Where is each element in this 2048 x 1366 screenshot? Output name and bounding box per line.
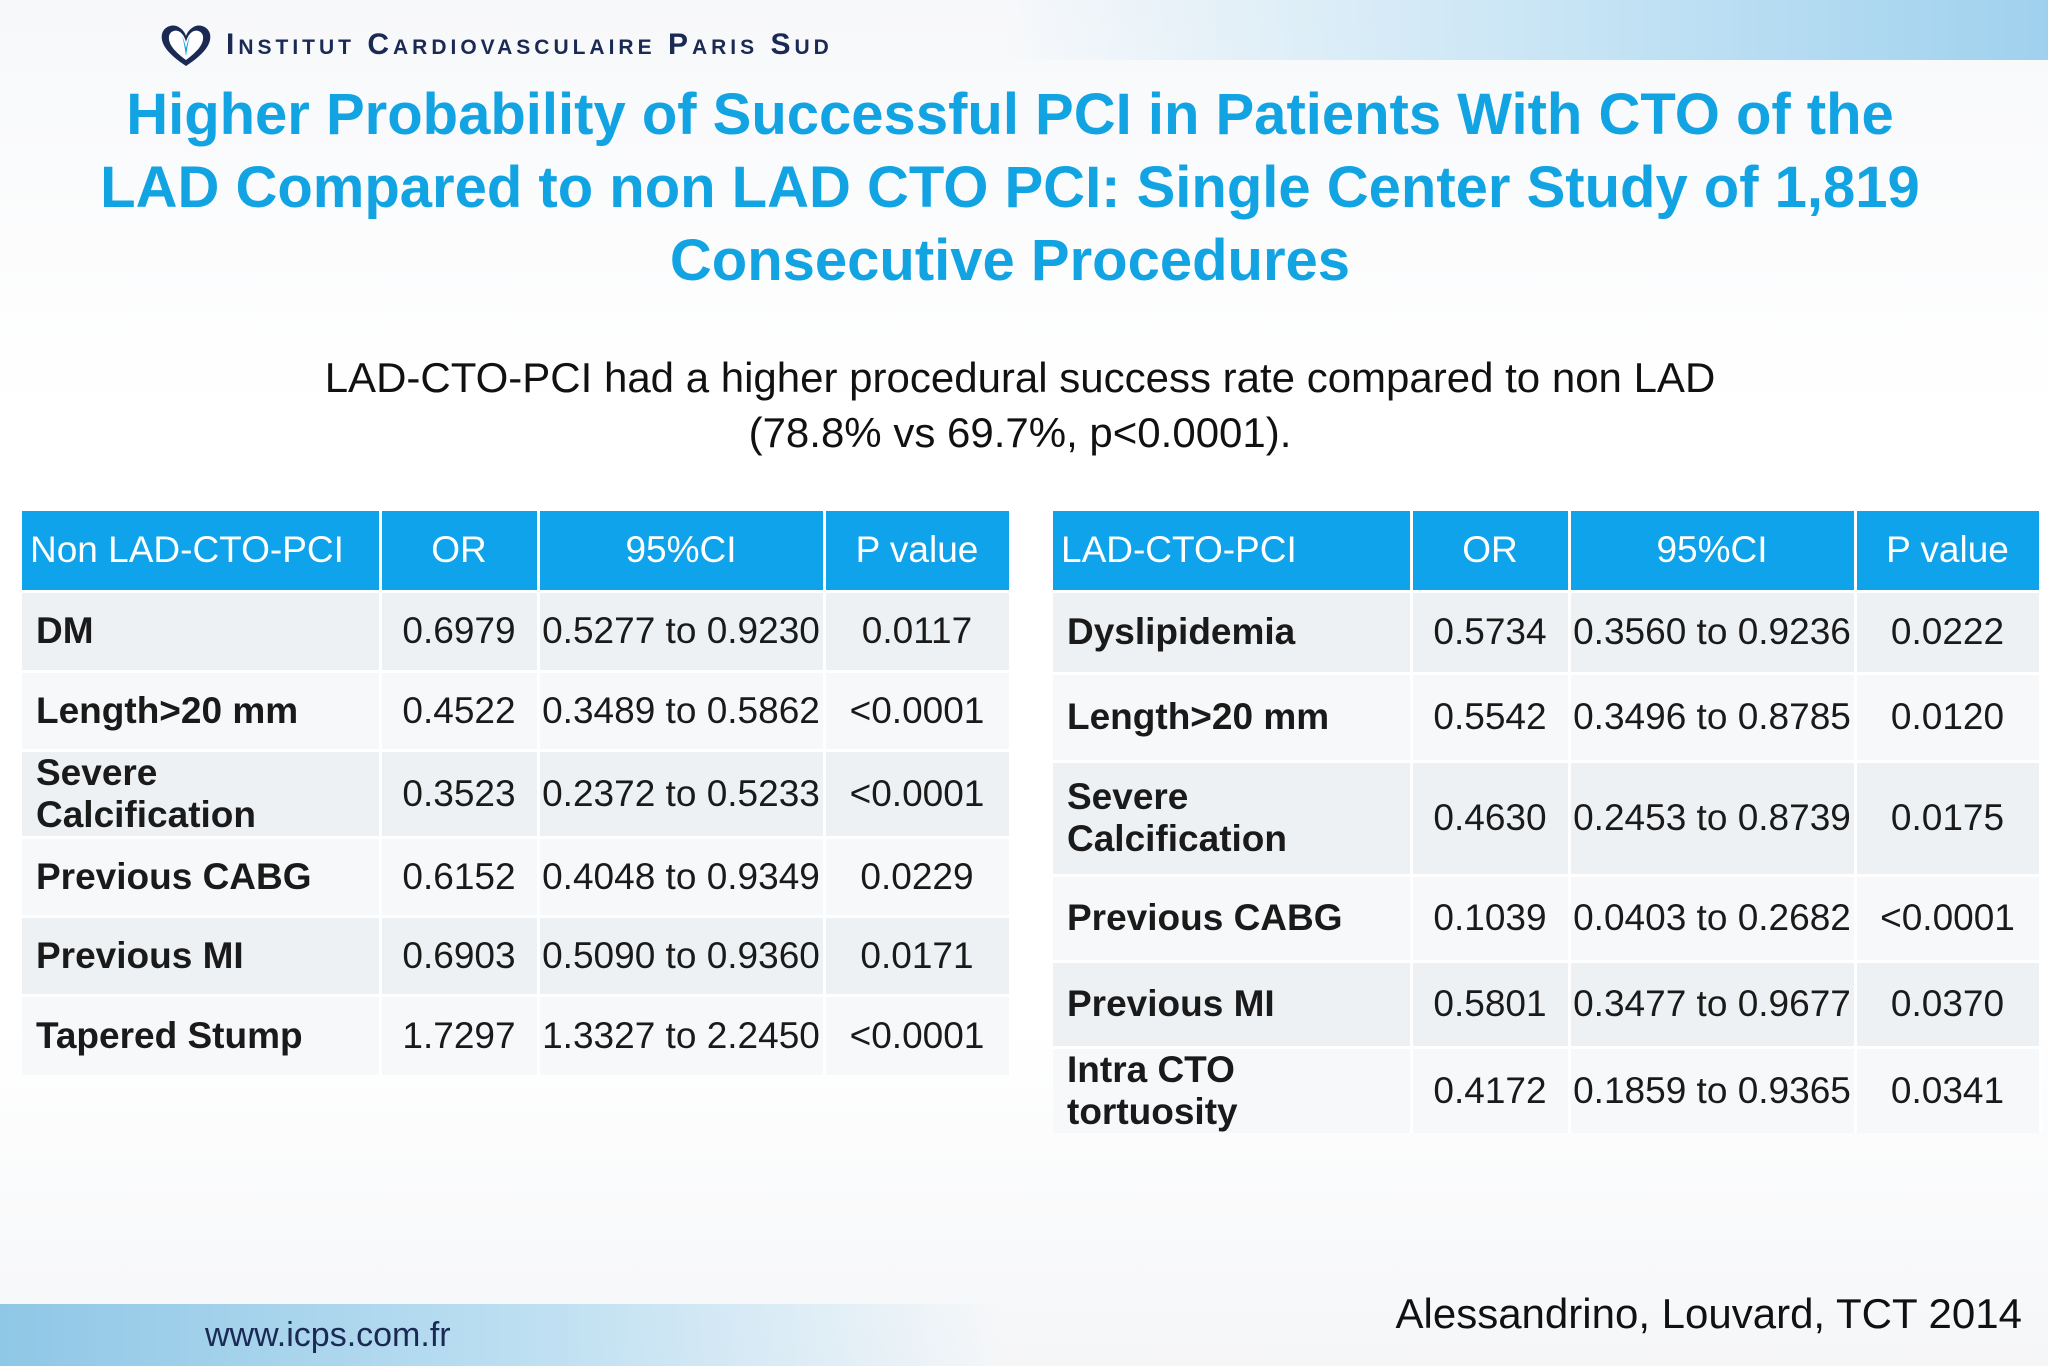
ci-cell: 0.3496 to 0.8785	[1569, 671, 1857, 761]
p-value-cell: 0.0341	[1855, 1045, 2042, 1133]
variable-cell: Tapered Stump	[22, 993, 382, 1075]
heart-logo-icon	[161, 25, 211, 66]
ci-cell: 0.0403 to 0.2682	[1569, 873, 1857, 961]
or-cell: 0.5801	[1411, 959, 1571, 1047]
p-value-cell: <0.0001	[824, 748, 1012, 837]
slide-title: Higher Probability of Successful PCI in …	[100, 82, 1920, 293]
p-value-cell: 0.0171	[824, 914, 1012, 995]
or-cell: 0.4522	[380, 669, 540, 750]
table-row: Previous MI 0.5801 0.3477 to 0.9677 0.03…	[1053, 959, 2042, 1047]
p-value-cell: <0.0001	[824, 669, 1012, 750]
table-row: Previous CABG 0.1039 0.0403 to 0.2682 <0…	[1053, 873, 2042, 961]
column-header: P value	[1855, 511, 2042, 591]
ci-cell: 0.2372 to 0.5233	[538, 748, 826, 837]
variable-cell: Intra CTO tortuosity	[1053, 1045, 1413, 1133]
variable-cell: Previous MI	[1053, 959, 1413, 1047]
top-decorative-band	[1000, 0, 2048, 60]
p-value-cell: 0.0175	[1855, 759, 2042, 875]
variable-cell: Dyslipidemia	[1053, 589, 1413, 673]
table-header-row: Non LAD-CTO-PCI OR 95%CI P value	[22, 511, 1012, 591]
p-value-cell: <0.0001	[1855, 873, 2042, 961]
table-row: Previous CABG 0.6152 0.4048 to 0.9349 0.…	[22, 835, 1012, 916]
or-cell: 0.6903	[380, 914, 540, 995]
or-cell: 0.1039	[1411, 873, 1571, 961]
table-row: Length>20 mm 0.5542 0.3496 to 0.8785 0.0…	[1053, 671, 2042, 761]
column-header: 95%CI	[538, 511, 826, 591]
variable-cell: Length>20 mm	[22, 669, 382, 750]
p-value-cell: 0.0117	[824, 589, 1012, 671]
column-header: 95%CI	[1569, 511, 1857, 591]
variable-cell: DM	[22, 589, 382, 671]
non-lad-table: Non LAD-CTO-PCI OR 95%CI P value DM 0.69…	[22, 511, 1012, 1075]
column-header: OR	[380, 511, 540, 591]
p-value-cell: 0.0370	[1855, 959, 2042, 1047]
institution-header: Institut Cardiovasculaire Paris Sud	[158, 22, 833, 68]
variable-cell: Previous CABG	[22, 835, 382, 916]
table-header-row: LAD-CTO-PCI OR 95%CI P value	[1053, 511, 2042, 591]
subtitle-line-1: LAD-CTO-PCI had a higher procedural succ…	[324, 354, 1716, 401]
ci-cell: 0.4048 to 0.9349	[538, 835, 826, 916]
column-header: LAD-CTO-PCI	[1053, 511, 1413, 591]
or-cell: 0.5734	[1411, 589, 1571, 673]
table-row: DM 0.6979 0.5277 to 0.9230 0.0117	[22, 589, 1012, 671]
ci-cell: 0.2453 to 0.8739	[1569, 759, 1857, 875]
p-value-cell: 0.0222	[1855, 589, 2042, 673]
variable-cell: Previous MI	[22, 914, 382, 995]
column-header: Non LAD-CTO-PCI	[22, 511, 382, 591]
or-cell: 0.6152	[380, 835, 540, 916]
table-row: Dyslipidemia 0.5734 0.3560 to 0.9236 0.0…	[1053, 589, 2042, 673]
table-row: Previous MI 0.6903 0.5090 to 0.9360 0.01…	[22, 914, 1012, 995]
p-value-cell: <0.0001	[824, 993, 1012, 1075]
table-row: Tapered Stump 1.7297 1.3327 to 2.2450 <0…	[22, 993, 1012, 1075]
ci-cell: 0.3477 to 0.9677	[1569, 959, 1857, 1047]
or-cell: 0.5542	[1411, 671, 1571, 761]
or-cell: 0.6979	[380, 589, 540, 671]
or-cell: 1.7297	[380, 993, 540, 1075]
ci-cell: 0.5090 to 0.9360	[538, 914, 826, 995]
footer-url: www.icps.com.fr	[205, 1316, 451, 1354]
citation: Alessandrino, Louvard, TCT 2014	[1395, 1290, 2023, 1337]
variable-cell: Severe Calcification	[22, 748, 382, 837]
variable-cell: Length>20 mm	[1053, 671, 1413, 761]
slide-subtitle: LAD-CTO-PCI had a higher procedural succ…	[100, 350, 1940, 460]
column-header: OR	[1411, 511, 1571, 591]
table-row: Intra CTO tortuosity 0.4172 0.1859 to 0.…	[1053, 1045, 2042, 1133]
p-value-cell: 0.0229	[824, 835, 1012, 916]
variable-cell: Severe Calcification	[1053, 759, 1413, 875]
ci-cell: 0.3489 to 0.5862	[538, 669, 826, 750]
subtitle-line-2: (78.8% vs 69.7%, p<0.0001).	[748, 409, 1292, 456]
p-value-cell: 0.0120	[1855, 671, 2042, 761]
or-cell: 0.3523	[380, 748, 540, 837]
or-cell: 0.4172	[1411, 1045, 1571, 1133]
or-cell: 0.4630	[1411, 759, 1571, 875]
lad-table: LAD-CTO-PCI OR 95%CI P value Dyslipidemi…	[1053, 511, 2042, 1133]
table-row: Length>20 mm 0.4522 0.3489 to 0.5862 <0.…	[22, 669, 1012, 750]
variable-cell: Previous CABG	[1053, 873, 1413, 961]
ci-cell: 1.3327 to 2.2450	[538, 993, 826, 1075]
ci-cell: 0.5277 to 0.9230	[538, 589, 826, 671]
table-row: Severe Calcification 0.4630 0.2453 to 0.…	[1053, 759, 2042, 875]
ci-cell: 0.1859 to 0.9365	[1569, 1045, 1857, 1133]
table-row: Severe Calcification 0.3523 0.2372 to 0.…	[22, 748, 1012, 837]
footer-decorative-band	[0, 1304, 1000, 1366]
institution-name: Institut Cardiovasculaire Paris Sud	[226, 28, 833, 61]
column-header: P value	[824, 511, 1012, 591]
ci-cell: 0.3560 to 0.9236	[1569, 589, 1857, 673]
